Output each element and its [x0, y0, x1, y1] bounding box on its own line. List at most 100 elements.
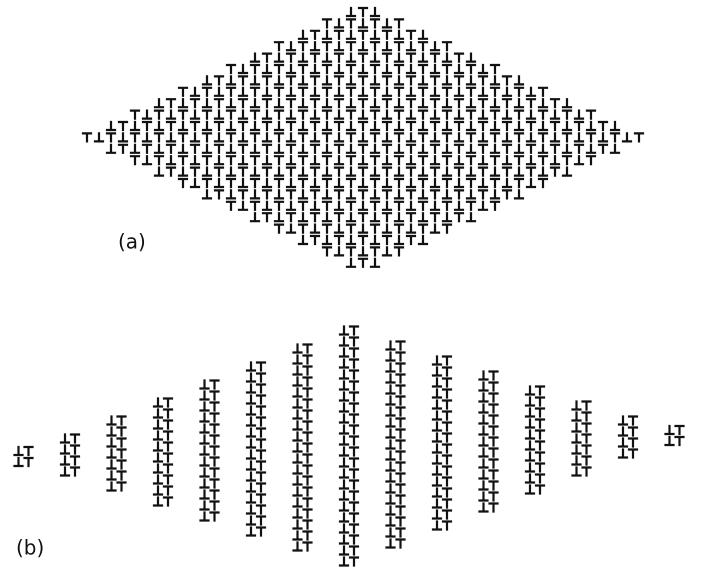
t-element	[381, 75, 393, 86]
t-element	[333, 223, 345, 234]
t-element	[405, 223, 417, 234]
t-element	[237, 132, 249, 143]
t-element	[524, 429, 536, 440]
t-element	[225, 109, 237, 120]
t-element	[152, 430, 164, 441]
t-element	[537, 155, 549, 166]
t-element	[199, 511, 210, 522]
t-element	[369, 109, 381, 120]
t-element	[297, 223, 309, 234]
t-element	[573, 132, 585, 143]
t-element	[106, 415, 117, 426]
t-element	[177, 98, 189, 109]
t-element	[453, 132, 465, 143]
t-element	[385, 395, 396, 406]
t-element	[441, 223, 453, 234]
t-element	[405, 41, 417, 52]
t-element	[417, 98, 429, 109]
t-element	[189, 120, 201, 132]
t-element	[627, 437, 639, 448]
t-element	[357, 200, 369, 211]
t-element	[117, 143, 129, 154]
t-element	[348, 336, 360, 347]
t-element	[395, 494, 406, 505]
t-element	[249, 177, 261, 189]
t-element	[369, 6, 381, 18]
t-element	[333, 41, 345, 52]
t-element	[213, 120, 225, 132]
t-element	[357, 177, 369, 189]
t-element	[393, 18, 405, 29]
t-element	[273, 63, 285, 75]
t-element	[478, 370, 489, 381]
t-element	[245, 504, 257, 515]
t-element	[297, 143, 309, 154]
t-element	[369, 29, 381, 40]
t-element	[321, 155, 333, 166]
t-element	[441, 509, 453, 520]
t-element	[177, 132, 189, 143]
t-element	[69, 455, 81, 466]
t-element	[381, 200, 393, 211]
t-element	[292, 376, 303, 387]
t-element	[302, 464, 313, 475]
t-element	[405, 75, 417, 86]
t-element	[441, 63, 453, 75]
t-element	[381, 212, 393, 223]
t-element	[285, 200, 297, 211]
t-element	[285, 86, 297, 97]
t-element	[441, 399, 453, 410]
t-element	[385, 384, 396, 395]
t-element	[59, 466, 71, 477]
t-element	[431, 498, 443, 509]
t-element	[597, 120, 609, 132]
t-element	[393, 200, 405, 211]
t-element	[162, 430, 174, 441]
t-element	[348, 545, 360, 556]
t-element	[338, 402, 350, 413]
t-element	[81, 132, 93, 143]
t-element	[321, 132, 333, 143]
t-element	[369, 212, 381, 223]
t-element	[453, 86, 465, 97]
t-element	[405, 212, 417, 223]
t-element	[385, 450, 396, 461]
t-element	[302, 453, 313, 464]
t-element	[199, 456, 210, 467]
t-element	[571, 433, 582, 444]
t-element	[321, 212, 333, 223]
t-element	[537, 86, 549, 97]
t-element	[465, 177, 477, 189]
t-element	[478, 403, 489, 414]
t-element	[261, 132, 273, 143]
t-element	[225, 166, 237, 177]
t-element	[537, 98, 549, 109]
t-element	[273, 155, 285, 166]
t-element	[431, 443, 443, 454]
t-element	[261, 109, 273, 120]
t-element	[302, 530, 313, 541]
t-element	[431, 487, 443, 498]
t-element	[152, 397, 164, 408]
t-element	[345, 98, 357, 109]
t-element	[431, 388, 443, 399]
t-element	[209, 456, 220, 467]
t-element	[338, 534, 350, 545]
t-element	[273, 143, 285, 154]
t-element	[338, 512, 350, 523]
t-element	[237, 109, 249, 120]
t-element	[561, 120, 573, 132]
t-element	[255, 482, 267, 493]
t-element	[225, 120, 237, 132]
t-element	[431, 410, 443, 421]
t-element	[297, 109, 309, 120]
t-element	[585, 120, 597, 132]
t-element	[381, 41, 393, 52]
t-element	[292, 387, 303, 398]
t-element	[297, 120, 309, 132]
t-element	[395, 505, 406, 516]
t-element	[561, 166, 573, 177]
t-element	[345, 120, 357, 132]
t-element	[261, 189, 273, 200]
t-element	[249, 189, 261, 200]
